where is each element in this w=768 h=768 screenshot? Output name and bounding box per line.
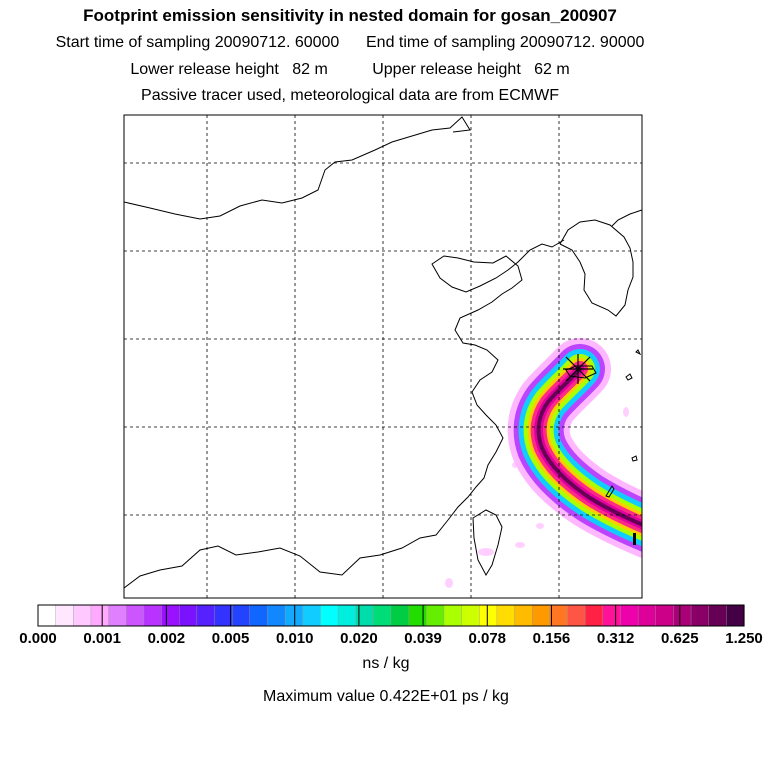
colorbar-tick-label: 0.005 xyxy=(211,630,250,647)
colorbar-tick-label: 0.039 xyxy=(404,630,442,647)
colorbar-cells xyxy=(37,604,745,627)
colorbar-cell xyxy=(426,604,445,627)
colorbar-cell xyxy=(443,604,463,627)
colorbar-cell xyxy=(196,604,216,627)
colorbar-cell xyxy=(690,604,710,627)
colorbar-cell xyxy=(620,604,639,627)
colorbar-cell xyxy=(390,604,410,627)
lat-lon-grid xyxy=(124,115,642,598)
colorbar-tick-label: 0.001 xyxy=(83,630,121,647)
colorbar-tick-label: 0.020 xyxy=(340,630,378,647)
colorbar-cell xyxy=(567,604,586,627)
colorbar-tick-label: 0.010 xyxy=(275,630,314,647)
colorbar-cell xyxy=(55,604,75,627)
release-height-line: Lower release height 82 m Upper release … xyxy=(130,61,570,78)
colorbar-cell xyxy=(655,604,675,627)
colorbar-cell xyxy=(408,604,427,627)
colorbar-frame xyxy=(37,604,745,627)
colorbar-cell xyxy=(549,604,569,627)
emission-plume xyxy=(507,338,642,558)
colorbar-cell xyxy=(337,604,357,627)
colorbar-cell xyxy=(90,604,110,627)
colorbar-cell xyxy=(373,604,392,627)
colorbar-cell xyxy=(126,604,145,627)
colorbar-cell xyxy=(637,604,657,627)
maximum-value-label: Maximum value 0.422E+01 ps / kg xyxy=(263,688,509,705)
colorbar-tick-label: 0.625 xyxy=(661,630,699,647)
small-island-mark xyxy=(633,533,636,545)
colorbar-cell xyxy=(37,604,57,627)
colorbar-cell xyxy=(73,604,92,627)
colorbar-cell xyxy=(108,604,127,627)
x-cross-marker xyxy=(563,354,593,384)
colorbar-cell xyxy=(708,604,728,627)
tracer-info-line: Passive tracer used, meteorological data… xyxy=(141,87,559,104)
colorbar-cell xyxy=(267,604,286,627)
colorbar-cell xyxy=(673,604,692,627)
colorbar-cell xyxy=(496,604,516,627)
colorbar-cell xyxy=(143,604,163,627)
colorbar-cell xyxy=(302,604,322,627)
colorbar-tick-label: 0.000 xyxy=(19,630,57,647)
colorbar-cell xyxy=(249,604,269,627)
colorbar-cell xyxy=(514,604,533,627)
colorbar-cell xyxy=(214,604,233,627)
colorbar-cell xyxy=(231,604,251,627)
sampling-time-line: Start time of sampling 20090712. 60000 E… xyxy=(55,34,645,51)
colorbar-tick-label: 0.312 xyxy=(596,630,635,647)
colorbar-tick-label: 0.078 xyxy=(468,630,507,647)
plot-title: Footprint emission sensitivity in nested… xyxy=(83,6,617,25)
colorbar-cell xyxy=(178,604,198,627)
colorbar-cell xyxy=(320,604,339,627)
colorbar-tick-label: 1.250 xyxy=(725,630,763,647)
colorbar-cell xyxy=(284,604,304,627)
colorbar-cell xyxy=(726,604,745,627)
colorbar xyxy=(37,604,745,627)
map-frame xyxy=(123,114,643,599)
colorbar-cell xyxy=(461,604,480,627)
plume-band xyxy=(536,367,642,527)
colorbar-cell xyxy=(584,604,604,627)
colorbar-cell xyxy=(602,604,622,627)
colorbar-cell xyxy=(532,604,551,627)
footprint-map xyxy=(123,114,643,599)
colorbar-cell xyxy=(161,604,180,627)
colorbar-cell xyxy=(479,604,498,627)
colorbar-tick-label: 0.156 xyxy=(532,630,571,647)
colorbar-tick-label: 0.002 xyxy=(147,630,186,647)
map-content xyxy=(124,115,642,598)
colorbar-unit-label: ns / kg xyxy=(362,655,410,672)
